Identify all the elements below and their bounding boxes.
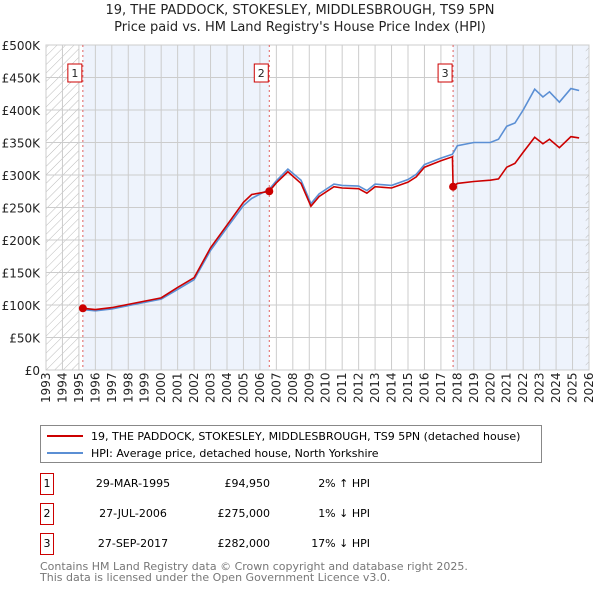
sale-label: 1 <box>71 67 78 80</box>
sale-label-box <box>253 63 269 83</box>
sale-hpi: 1% ↓ HPI <box>318 507 370 520</box>
chart-title: 19, THE PADDOCK, STOKESLEY, MIDDLESBROUG… <box>105 3 495 18</box>
legend-item-property: 19, THE PADDOCK, STOKESLEY, MIDDLESBROUG… <box>47 428 520 444</box>
x-tick-label: 2021 <box>500 372 514 403</box>
x-tick-label: 2017 <box>434 372 448 403</box>
sale-point <box>78 304 87 313</box>
x-tick-label: 1997 <box>105 372 119 403</box>
sale-label: 2 <box>258 67 265 80</box>
sale-price: £282,000 <box>217 537 271 550</box>
y-tick-label: £50K <box>9 332 41 346</box>
y-tick-label: £450K <box>2 72 42 86</box>
x-tick-label: 2025 <box>566 372 580 403</box>
sale-number: 2 <box>40 503 54 525</box>
sale-point <box>449 182 458 191</box>
x-tick-label: 1993 <box>39 372 53 403</box>
x-tick-label: 2001 <box>171 372 185 403</box>
sale-date: 29-MAR-1995 <box>95 477 171 490</box>
x-tick-label: 1994 <box>55 372 69 403</box>
x-tick-label: 2023 <box>533 372 547 403</box>
x-tick-label: 2004 <box>220 372 234 403</box>
sale-label-box <box>437 63 453 83</box>
y-tick-label: £400K <box>2 104 42 118</box>
y-tick-label: £100K <box>2 299 42 313</box>
legend-swatch-red <box>47 435 83 437</box>
x-tick-label: 2010 <box>319 372 333 403</box>
x-tick-label: 2005 <box>236 372 250 403</box>
x-tick-label: 2008 <box>286 372 300 403</box>
x-tick-label: 2016 <box>417 372 431 403</box>
sale-label-box <box>67 63 83 83</box>
legend-label: 19, THE PADDOCK, STOKESLEY, MIDDLESBROUG… <box>91 429 521 443</box>
x-tick-label: 1995 <box>72 372 86 403</box>
x-tick-label: 2020 <box>483 372 497 403</box>
footer-text: Contains HM Land Registry data © Crown c… <box>40 561 468 583</box>
sale-number: 1 <box>40 473 54 495</box>
x-tick-label: 2024 <box>549 372 563 403</box>
sale-date: 27-JUL-2006 <box>99 507 167 520</box>
y-tick-label: £500K <box>2 39 42 53</box>
x-tick-label: 2019 <box>467 372 481 403</box>
x-tick-label: 2022 <box>516 372 530 403</box>
property-series-line <box>82 135 580 311</box>
legend: 19, THE PADDOCK, STOKESLEY, MIDDLESBROUG… <box>40 425 542 463</box>
x-tick-label: 2002 <box>187 372 201 403</box>
x-tick-label: 2026 <box>582 372 596 403</box>
x-tick-label: 2018 <box>450 372 464 403</box>
y-tick-label: £200K <box>2 234 42 248</box>
x-tick-label: 2011 <box>335 372 349 403</box>
x-tick-label: 1998 <box>121 372 135 403</box>
sale-price: £275,000 <box>217 507 271 520</box>
sale-hpi: 2% ↑ HPI <box>318 477 370 490</box>
sale-hpi: 17% ↓ HPI <box>311 537 370 550</box>
footer-line: This data is licensed under the Open Gov… <box>40 571 391 584</box>
x-tick-label: 2012 <box>352 372 366 403</box>
chart-subtitle: Price paid vs. HM Land Registry's House … <box>114 20 486 35</box>
x-tick-label: 2013 <box>368 372 382 403</box>
sale-number: 3 <box>40 533 54 555</box>
plot-area: 1993 1994 1995 1996 1997 1998 1999 2000 2001 2002… <box>2 39 596 403</box>
y-tick-label: £250K <box>2 202 42 216</box>
x-tick-label: 2009 <box>302 372 316 403</box>
x-tick-label: 2006 <box>253 372 267 403</box>
sale-label: 3 <box>442 67 449 80</box>
x-tick-label: 1996 <box>88 372 102 403</box>
hpi-series-line <box>82 87 580 312</box>
legend-label: HPI: Average price, detached house, Nort… <box>91 446 379 460</box>
y-tick-label: £150K <box>2 267 42 281</box>
y-tick-label: £350K <box>2 137 42 151</box>
x-tick-label: 2007 <box>269 372 283 403</box>
plot-border <box>45 44 590 371</box>
y-tick-label: £0 <box>25 364 40 378</box>
sale-point <box>265 187 274 196</box>
y-tick-label: £300K <box>2 169 42 183</box>
legend-item-hpi: HPI: Average price, detached house, Nort… <box>47 445 379 461</box>
x-tick-label: 2003 <box>204 372 218 403</box>
x-tick-label: 2014 <box>385 372 399 403</box>
x-tick-label: 2015 <box>401 372 415 403</box>
x-tick-label: 2000 <box>154 372 168 403</box>
footer-line: Contains HM Land Registry data © Crown c… <box>40 560 468 573</box>
legend-swatch-blue <box>47 452 83 454</box>
x-tick-label: 1999 <box>138 372 152 403</box>
sale-date: 27-SEP-2017 <box>97 537 169 550</box>
sale-price: £94,950 <box>224 477 271 490</box>
